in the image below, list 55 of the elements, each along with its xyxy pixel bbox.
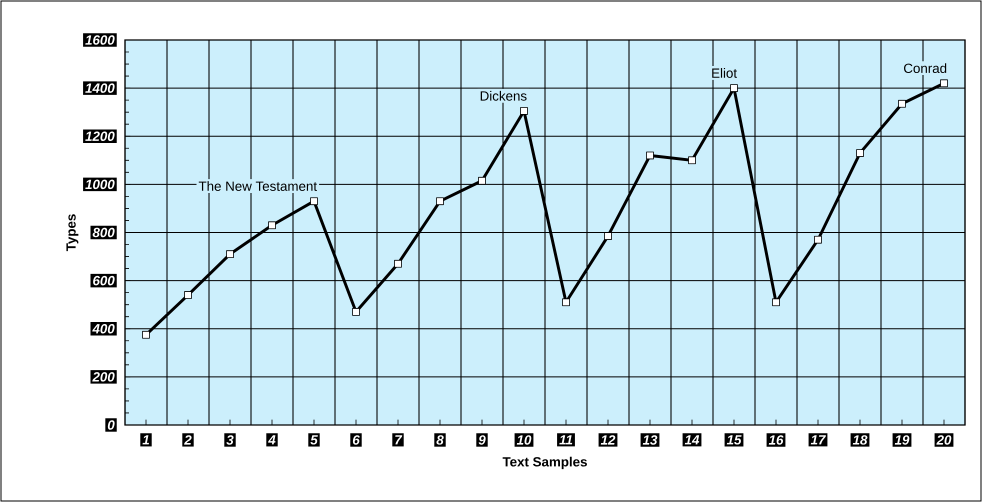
point [520, 107, 528, 115]
x-tick-label: 19 [894, 435, 910, 445]
point [478, 176, 486, 185]
point [814, 236, 822, 244]
x-tick-label: 16 [768, 435, 784, 445]
y-tick-label: 1200 [85, 132, 115, 141]
point [856, 149, 864, 157]
point [436, 197, 444, 206]
x-tick-label: 9 [478, 435, 486, 445]
x-tick-label: 12 [600, 435, 616, 445]
x-tick-label: 1 [142, 435, 150, 444]
x-tick-label: 5 [310, 435, 318, 445]
x-tick-label: 10 [516, 435, 532, 445]
x-tick-label: 13 [642, 435, 658, 445]
point [730, 84, 738, 92]
point [226, 250, 234, 258]
point [268, 221, 276, 230]
x-tick-label: 8 [436, 435, 444, 445]
x-tick-label: 14 [684, 435, 700, 444]
point [310, 197, 318, 206]
x-tick-label: 7 [395, 435, 402, 444]
point [394, 260, 402, 268]
point [772, 298, 780, 306]
x-tick-label: 20 [936, 435, 952, 445]
point [142, 330, 150, 339]
y-tick-label: 1000 [85, 180, 115, 190]
y-tick-label: 800 [92, 228, 115, 238]
point [688, 156, 696, 164]
point [646, 152, 654, 160]
y-axis-title: Types [66, 214, 78, 252]
y-tick-label: 400 [92, 324, 115, 334]
x-tick-label: 3 [226, 435, 234, 445]
y-tick-label: 0 [108, 420, 115, 430]
y-tick-label: 1400 [85, 83, 115, 93]
x-tick-label: 4 [268, 435, 276, 444]
y-tick-label: 200 [92, 372, 115, 382]
point [604, 232, 612, 240]
x-tick-label: 15 [726, 435, 742, 445]
y-tick-label: 600 [93, 276, 115, 286]
point [940, 79, 948, 88]
annotation: Dickens [480, 90, 527, 101]
y-tick-label: 1600 [85, 35, 115, 45]
x-tick-label: 6 [352, 435, 360, 445]
point [184, 291, 192, 299]
x-tick-label: 17 [810, 435, 826, 444]
annotation: Conrad [904, 63, 946, 74]
x-axis-title: Text Samples [502, 456, 587, 470]
x-tick-label: 2 [184, 435, 192, 445]
point [562, 298, 570, 306]
annotation: Eliot [712, 68, 737, 78]
x-tick-label: 18 [852, 435, 868, 445]
point [352, 308, 360, 316]
x-tick-label: 11 [559, 435, 572, 444]
annotation: The New Testament [198, 181, 317, 191]
point [898, 100, 906, 108]
